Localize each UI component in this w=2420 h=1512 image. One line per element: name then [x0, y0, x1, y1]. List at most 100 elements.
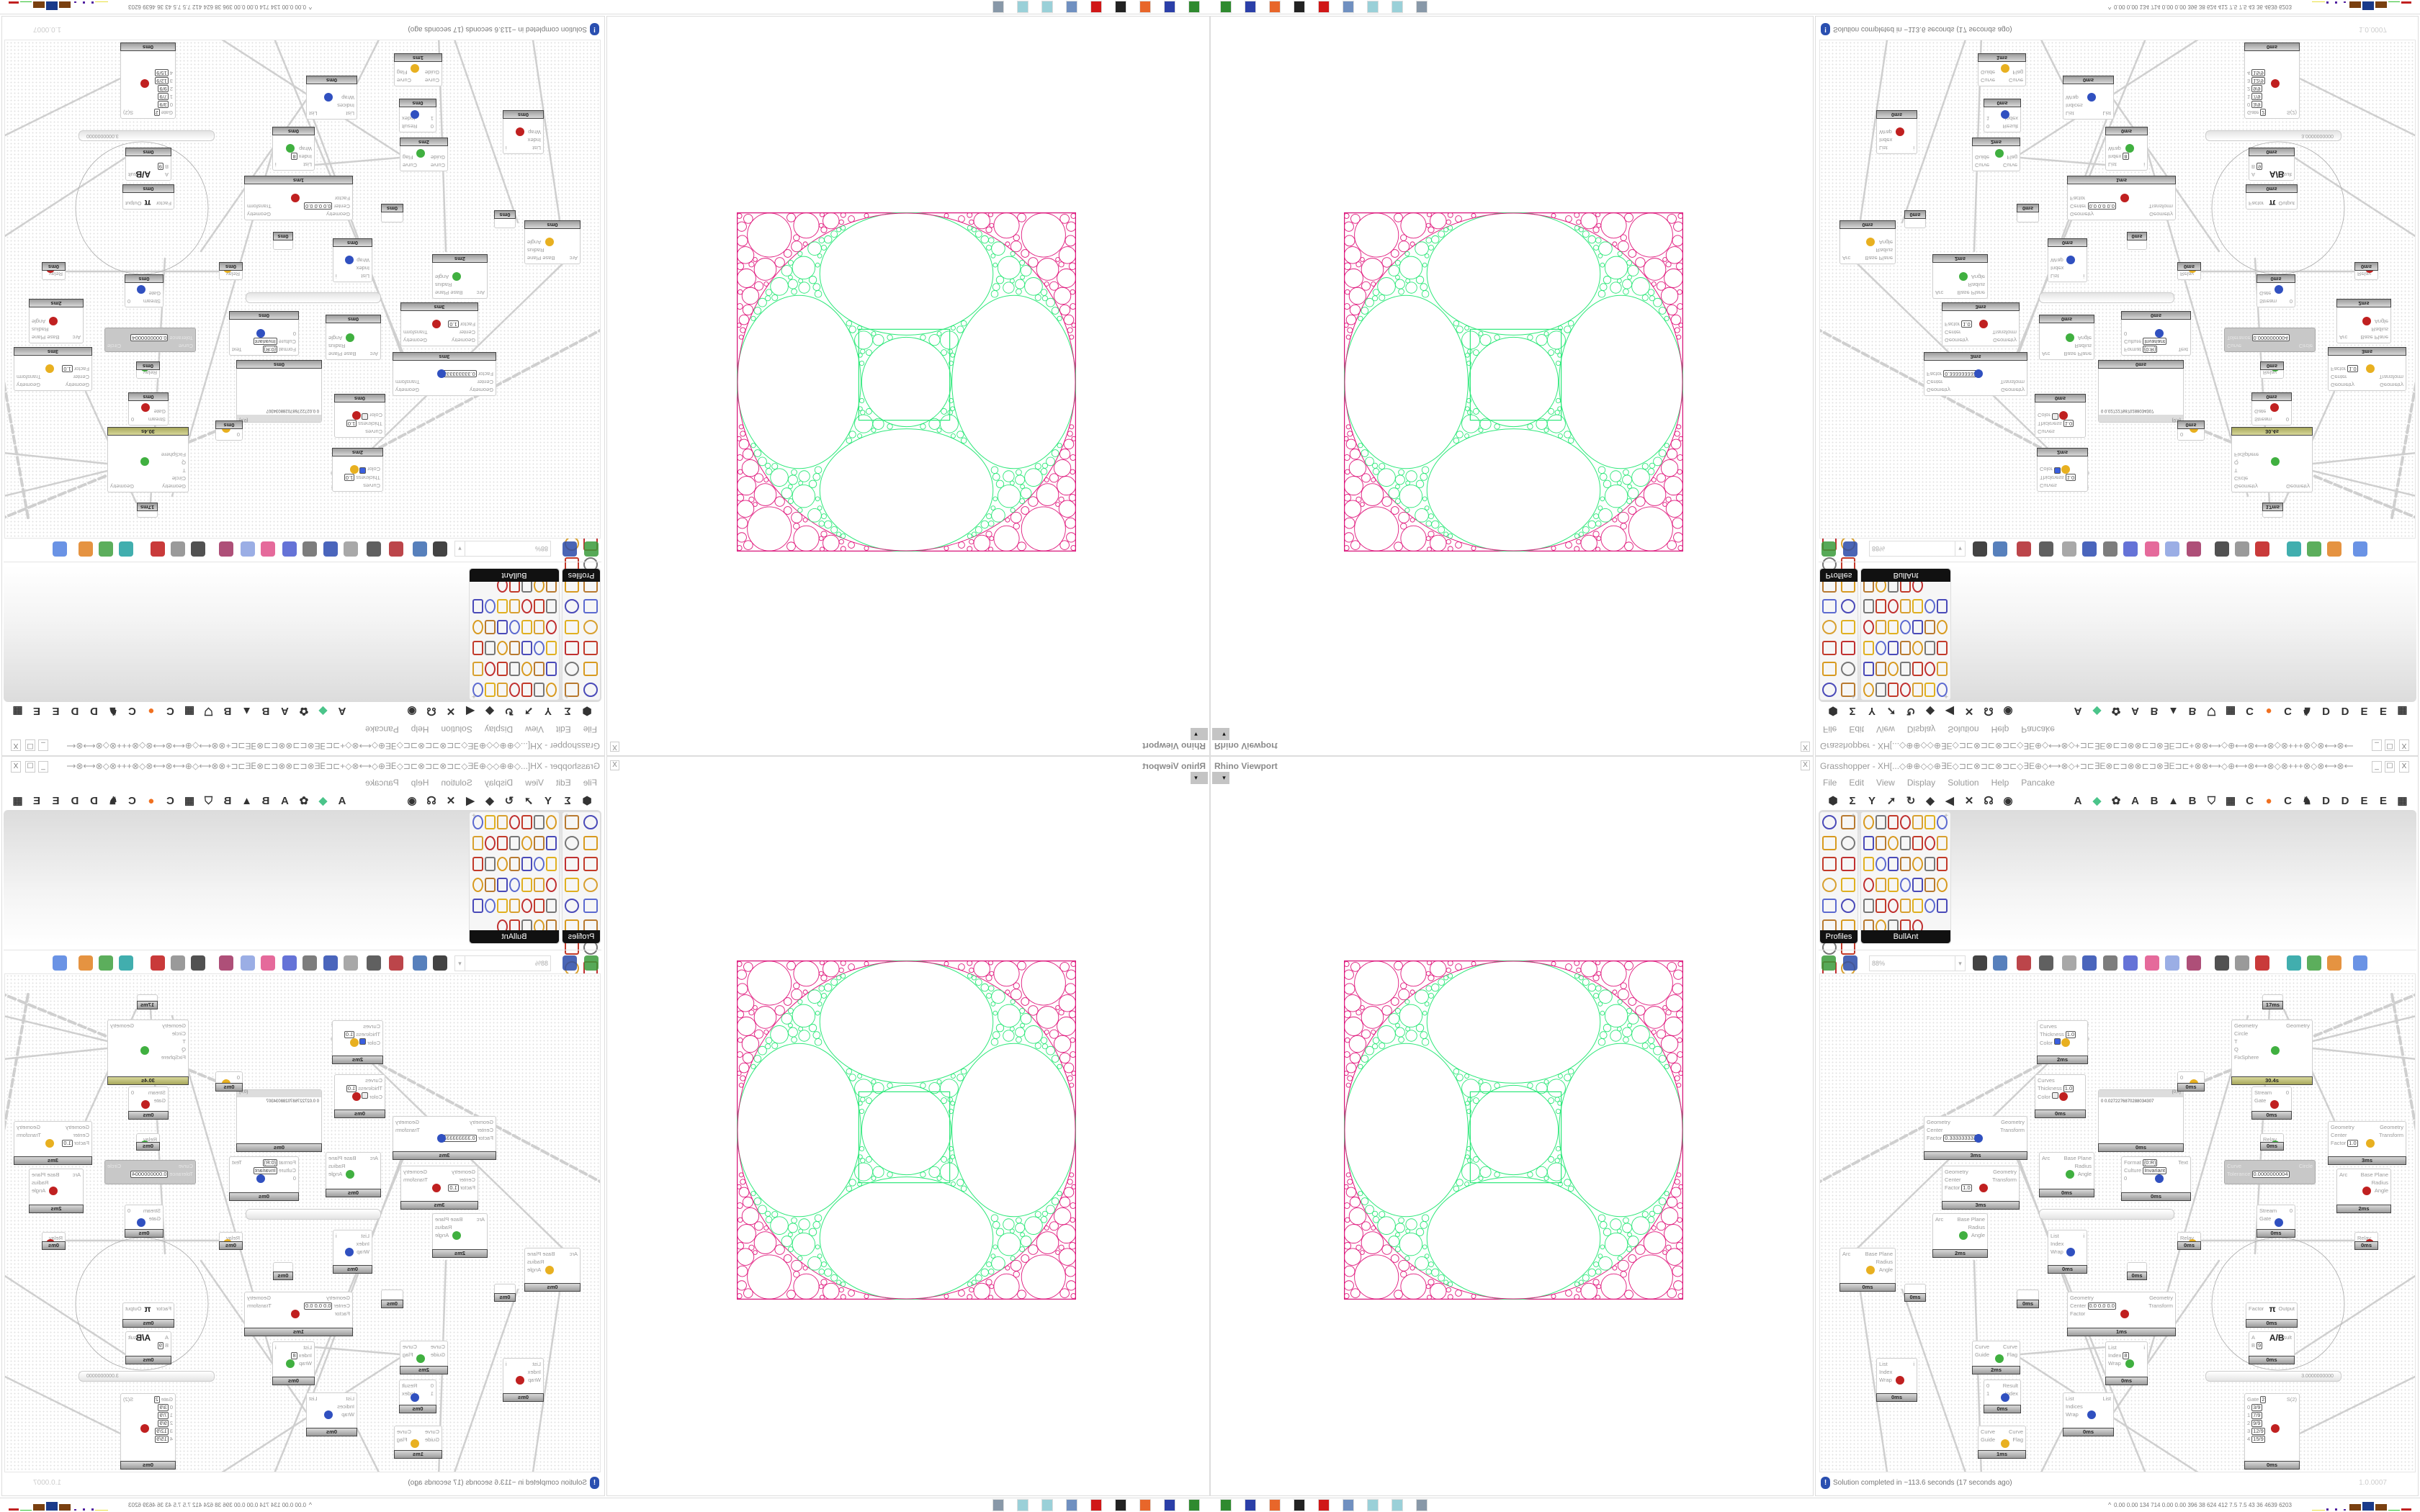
component-node[interactable]: 0ms [1904, 1284, 1926, 1302]
notepad-icon[interactable] [1041, 1, 1053, 13]
component-icon[interactable] [546, 662, 557, 676]
component-node[interactable]: Relay 0ms [136, 1133, 160, 1151]
input-param[interactable]: Circle [161, 1030, 186, 1038]
input-param[interactable]: Center [448, 328, 475, 336]
close-button[interactable]: X [11, 761, 21, 773]
input-param[interactable]: Geometry [2234, 1022, 2259, 1030]
component-icon[interactable] [1937, 599, 1948, 613]
param-value[interactable]: 3/9 [2251, 101, 2262, 108]
input-param[interactable]: 03/9 [154, 1403, 173, 1411]
bake-icon[interactable] [367, 541, 381, 557]
zoom-dropdown-arrow[interactable]: ▾ [455, 956, 465, 971]
hexagon-icon[interactable]: ⬢ [1828, 705, 1838, 717]
component-node[interactable]: Geometry Circle T Q FixSphere Geometry 30.4s [2231, 427, 2313, 492]
component-icon[interactable] [565, 641, 579, 655]
output-param[interactable]: Radius [435, 282, 452, 288]
component-node[interactable]: List Indices Wrap List 0ms [2063, 76, 2114, 120]
input-param[interactable]: Q [2234, 1045, 2259, 1053]
output-param[interactable]: i [1913, 1361, 1914, 1367]
component-icon[interactable] [1924, 620, 1935, 634]
component-icon[interactable] [534, 815, 544, 829]
input-param[interactable]: Factor1.0 [448, 320, 475, 328]
component-icon[interactable] [1900, 683, 1911, 697]
input-param[interactable]: Wrap [528, 128, 541, 136]
component-icon[interactable] [1822, 599, 1837, 613]
component-node[interactable]: Curve Guide Curve Flag 2ms [1972, 138, 2020, 171]
bake-icon[interactable] [367, 955, 381, 971]
input-param[interactable]: 415/9 [154, 1435, 173, 1443]
input-param[interactable]: Format{0:R} [2124, 346, 2166, 354]
input-param[interactable]: Wrap [2108, 1359, 2129, 1367]
input-param[interactable]: 415/9 [154, 69, 173, 77]
component-icon[interactable] [497, 836, 508, 850]
input-param[interactable]: 17/9 [154, 1411, 173, 1419]
output-param[interactable]: Radius [527, 247, 544, 253]
input-param[interactable]: CultureInvariant [254, 1166, 296, 1174]
search-icon[interactable] [282, 955, 297, 971]
text-panel[interactable]: {0;0} 0 0.0272276870288034307 0ms [236, 1089, 322, 1152]
number-slider[interactable] [2039, 292, 2174, 303]
input-param[interactable]: Factor [2070, 194, 2116, 202]
dark-sphere-icon[interactable] [191, 541, 205, 557]
input-param[interactable]: Curve [2227, 1162, 2290, 1170]
param-value[interactable]: 1.0 [448, 320, 459, 328]
output-param[interactable]: S(2) [2286, 109, 2297, 116]
input-param[interactable]: CultureInvariant [254, 338, 296, 346]
component-icon[interactable] [534, 599, 544, 613]
hook-icon[interactable]: ↻ [1906, 795, 1916, 807]
number-slider[interactable]: 3.0000000000 [2205, 130, 2341, 141]
component-icon[interactable] [509, 662, 520, 676]
param-value[interactable]: 12/9 [2251, 1428, 2265, 1435]
component-icon[interactable] [1888, 620, 1899, 634]
output-param[interactable]: Output [125, 200, 142, 207]
sketch-icon[interactable] [389, 955, 403, 971]
menu-file[interactable]: File [1823, 724, 1837, 734]
input-param[interactable]: 0 [2180, 431, 2183, 438]
panel-label[interactable]: BullAnt [1861, 930, 1950, 943]
green-shape-icon[interactable] [2307, 541, 2321, 557]
component-icon[interactable] [509, 836, 520, 850]
param-value[interactable]: 8 [291, 153, 297, 160]
component-icon[interactable] [534, 836, 544, 850]
tab-icon[interactable]: ▲ [241, 795, 252, 807]
input-param[interactable]: Arc [477, 1215, 485, 1223]
output-param[interactable]: Radius [1968, 1224, 1985, 1230]
output-param[interactable]: Geometry [2286, 483, 2310, 490]
component-icon[interactable] [546, 599, 557, 613]
component-icon[interactable] [1822, 815, 1837, 829]
tab-icon[interactable]: ▦ [184, 795, 195, 807]
menu-pancake[interactable]: Pancake [2021, 724, 2055, 734]
output-param[interactable]: Geometry [2149, 1295, 2173, 1301]
component-icon[interactable] [1863, 857, 1874, 871]
tab-d[interactable]: D [71, 705, 79, 717]
output-param[interactable]: Geometry [395, 1119, 419, 1125]
component-icon[interactable] [1863, 599, 1874, 613]
output-param[interactable]: Radius [328, 1163, 346, 1169]
tab-c[interactable]: C [128, 795, 136, 807]
output-param[interactable]: Geometry [247, 211, 271, 217]
tab-icon[interactable]: ▲ [2168, 795, 2179, 807]
input-param[interactable]: Gate [2254, 408, 2272, 415]
spiral-icon[interactable]: ☊ [426, 795, 436, 807]
hexagon-icon[interactable]: ⬢ [1828, 795, 1838, 807]
flag-icon[interactable]: ◀ [466, 705, 475, 717]
input-param[interactable]: Guide [1975, 1351, 1989, 1359]
input-param[interactable]: Curves [2040, 482, 2076, 490]
component-node[interactable]: 0 0ms [2177, 420, 2205, 441]
info-icon[interactable]: ! [1821, 1477, 1830, 1489]
tab-icon[interactable]: ▦ [2225, 705, 2236, 717]
output-param[interactable]: Curve [403, 1344, 418, 1350]
red-app-icon[interactable] [1090, 1499, 1102, 1511]
input-param[interactable]: Relay [2180, 1234, 2194, 1242]
output-param[interactable]: 0 [131, 416, 135, 423]
output-param[interactable]: Output [125, 1305, 142, 1312]
